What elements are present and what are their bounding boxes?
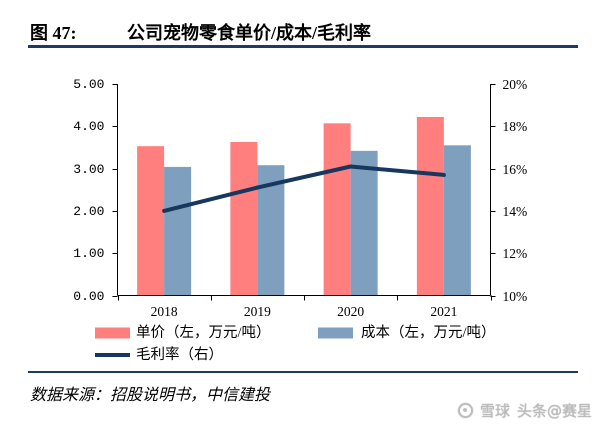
legend-label-unit-price: 单价（左，万元/吨） xyxy=(136,324,271,341)
watermark-handle: 头条@赛星 xyxy=(516,401,592,420)
x-tick-label: 2021 xyxy=(430,304,457,319)
xueqiu-logo-icon xyxy=(457,402,473,418)
legend-swatch-unit-price xyxy=(95,327,130,339)
y-right-tick-label: 16% xyxy=(503,162,528,177)
bar-unit-price-2018 xyxy=(137,146,165,296)
bar-unit-price-2020 xyxy=(323,123,351,296)
title-rule xyxy=(28,45,578,48)
figure-label: 图 47: xyxy=(30,23,77,43)
bar-unit-price-2019 xyxy=(230,141,258,296)
point-gross-margin-2020 xyxy=(348,164,353,169)
line-gross-margin xyxy=(163,164,445,213)
x-tick-label: 2020 xyxy=(337,304,364,319)
point-gross-margin-2019 xyxy=(255,185,260,190)
x-tick-label: 2019 xyxy=(244,304,271,319)
y-left-tick-label: 0.00 xyxy=(73,289,104,304)
y-left-tick-label: 4.00 xyxy=(73,119,104,134)
watermark-brand: 雪球 xyxy=(479,401,510,420)
axes-layer: 0.00 1.00 2.00 3.00 4.00 5.00 10% 12% 14% 16% 18% 2… xyxy=(73,77,527,319)
y-left-tick-label: 5.00 xyxy=(73,77,104,92)
y-left-tick-label: 2.00 xyxy=(73,204,104,219)
legend-label-gross-margin: 毛利率（右） xyxy=(136,346,223,363)
y-right-tick-label: 20% xyxy=(503,77,528,92)
y-right-tick-label: 12% xyxy=(503,246,528,261)
point-gross-margin-2018 xyxy=(162,208,167,213)
bar-unit-price-2021 xyxy=(416,116,444,296)
line-layer xyxy=(162,164,446,213)
y-right-tick-label: 14% xyxy=(503,204,528,219)
legend: 单价（左，万元/吨） 成本（左，万元/吨） 毛利率（右） xyxy=(95,324,496,363)
watermark: 雪球 头条@赛星 xyxy=(457,399,592,421)
source-note: 数据来源：招股说明书，中信建投 xyxy=(30,387,271,404)
y-left-tick-label: 1.00 xyxy=(73,246,104,261)
source-rule xyxy=(28,371,578,373)
y-right-tick-label: 10% xyxy=(503,289,528,304)
bar-cost-2020 xyxy=(350,150,378,296)
y-left-tick-label: 3.00 xyxy=(73,162,104,177)
bar-cost-2021 xyxy=(443,145,471,296)
y-right-tick-label: 18% xyxy=(503,119,528,134)
bars-layer xyxy=(137,116,471,296)
figure-title: 公司宠物零食单价/成本/毛利率 xyxy=(127,23,372,43)
point-gross-margin-2021 xyxy=(441,172,446,177)
x-tick-label: 2018 xyxy=(151,304,178,319)
legend-swatch-cost xyxy=(318,327,353,339)
legend-label-cost: 成本（左，万元/吨） xyxy=(361,324,496,341)
bar-cost-2018 xyxy=(164,166,192,296)
